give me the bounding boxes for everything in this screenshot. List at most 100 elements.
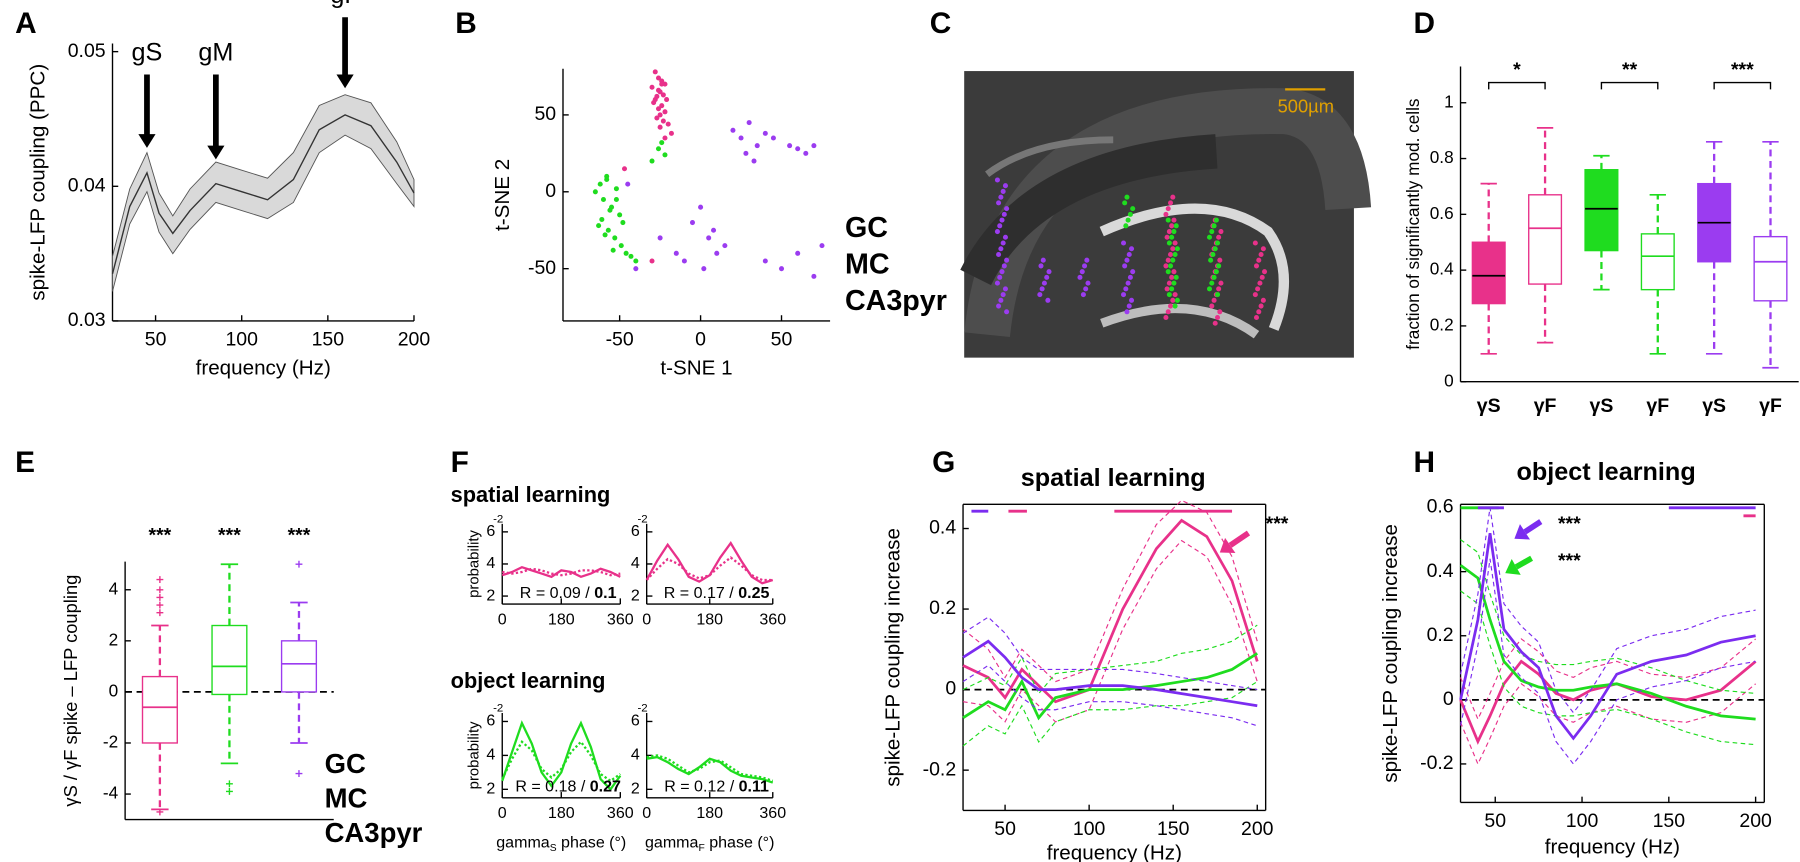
chart-title: spatial learning <box>1021 464 1206 492</box>
point <box>657 235 663 241</box>
significance-stars: *** <box>1266 513 1289 535</box>
line <box>645 556 773 582</box>
x-tick-label: γS <box>1702 395 1726 417</box>
point <box>605 227 611 233</box>
outlier <box>225 788 233 795</box>
box <box>1584 169 1619 252</box>
y-tick-label: 50 <box>534 103 556 125</box>
x-tick-label: 360 <box>759 610 786 628</box>
point <box>613 196 619 203</box>
y-tick-label: 0.05 <box>68 40 106 62</box>
box <box>1528 194 1563 285</box>
point <box>660 118 666 124</box>
recorded-cell <box>1170 246 1176 252</box>
recorded-cell <box>1172 292 1178 298</box>
recorded-cell <box>1171 280 1177 286</box>
point <box>599 216 605 222</box>
point <box>819 243 825 249</box>
recorded-cell <box>1210 251 1216 257</box>
x-axis-label: gammaF phase (°) <box>645 834 774 854</box>
y-tick-label: 0.04 <box>68 174 106 196</box>
r-value-bold: 0.27 <box>590 778 621 796</box>
recorded-cell <box>1038 263 1044 269</box>
recorded-cell <box>1129 246 1135 252</box>
x-tick-label: 100 <box>1073 818 1106 840</box>
r-value-bold: 0.25 <box>738 584 769 602</box>
line <box>501 565 621 579</box>
y-tick-label: 0 <box>945 678 956 700</box>
recorded-cell <box>1252 292 1258 298</box>
bound-line <box>1459 558 1756 765</box>
y-axis-label: fraction of significantly mod. cells <box>1403 98 1423 349</box>
recorded-cell <box>1170 297 1176 303</box>
x-tick-label: γF <box>1759 395 1782 417</box>
y-tick-label: 4 <box>109 578 119 598</box>
r-value: R = 0.17 / <box>664 584 738 602</box>
recorded-cell <box>1002 286 1008 292</box>
recorded-cell <box>1211 297 1217 303</box>
point <box>597 181 603 187</box>
point <box>746 120 752 126</box>
recorded-cell <box>1216 263 1222 269</box>
box <box>280 640 318 693</box>
point <box>706 235 712 241</box>
point <box>652 97 658 103</box>
significance-bracket <box>1600 81 1659 90</box>
x-tick-label: γS <box>1477 395 1501 417</box>
significance-bracket <box>1713 81 1772 90</box>
recorded-cell <box>1209 229 1215 235</box>
x-tick-label: 180 <box>696 804 723 822</box>
recorded-cell <box>1258 303 1264 309</box>
x-tick-label: 0 <box>498 804 507 822</box>
x-tick-label: 200 <box>398 329 431 351</box>
recorded-cell <box>1166 240 1172 246</box>
point <box>657 112 663 118</box>
point <box>633 258 639 264</box>
y-tick-label: -50 <box>528 257 556 279</box>
y-tick-label: 4 <box>486 746 495 764</box>
recorded-cell <box>996 303 1002 309</box>
recorded-cell <box>1167 263 1174 269</box>
y-tick-label: 0 <box>109 680 119 700</box>
recorded-cell <box>1214 314 1221 321</box>
recorded-cell <box>1208 257 1214 263</box>
y-tick-label: 0 <box>1443 688 1454 710</box>
recorded-cell <box>1122 263 1128 269</box>
point <box>600 196 606 203</box>
x-tick-label: 200 <box>1241 818 1274 840</box>
recorded-cell <box>1164 286 1170 292</box>
line <box>501 740 621 783</box>
recorded-cell <box>1126 303 1132 309</box>
chart-title: spatial learning <box>451 482 611 507</box>
point <box>649 158 655 164</box>
recorded-cell <box>1213 217 1219 223</box>
x-tick-label: 360 <box>759 804 786 822</box>
recorded-cell <box>1121 292 1127 298</box>
arrow-head <box>1505 558 1521 575</box>
recorded-cell <box>1217 309 1223 315</box>
recorded-cell <box>1001 211 1007 217</box>
r-value: R = 0.12 / <box>664 778 738 796</box>
point <box>673 250 679 256</box>
x-axis-label: t-SNE 1 <box>660 357 732 380</box>
x-tick-label: 150 <box>1157 818 1190 840</box>
recorded-cell <box>1000 240 1006 246</box>
recorded-cell <box>1171 229 1177 235</box>
line <box>1459 533 1756 741</box>
r-value-label: R = 0.09 / 0.1 <box>520 584 617 602</box>
y-tick-label: 2 <box>486 780 495 798</box>
bound-line <box>1460 638 1756 721</box>
recorded-cell <box>1259 274 1265 280</box>
confidence-band <box>112 94 415 292</box>
y-tick-label: -0.2 <box>1420 752 1454 774</box>
point <box>662 109 668 115</box>
point <box>803 150 809 156</box>
recorded-cell <box>1217 257 1223 263</box>
recorded-cell <box>1211 223 1217 229</box>
box <box>141 675 178 744</box>
y-tick-label: 2 <box>486 586 495 604</box>
y-tick-label: 0.8 <box>1430 147 1454 167</box>
outlier <box>156 593 164 601</box>
legend-label: MC <box>325 782 368 813</box>
